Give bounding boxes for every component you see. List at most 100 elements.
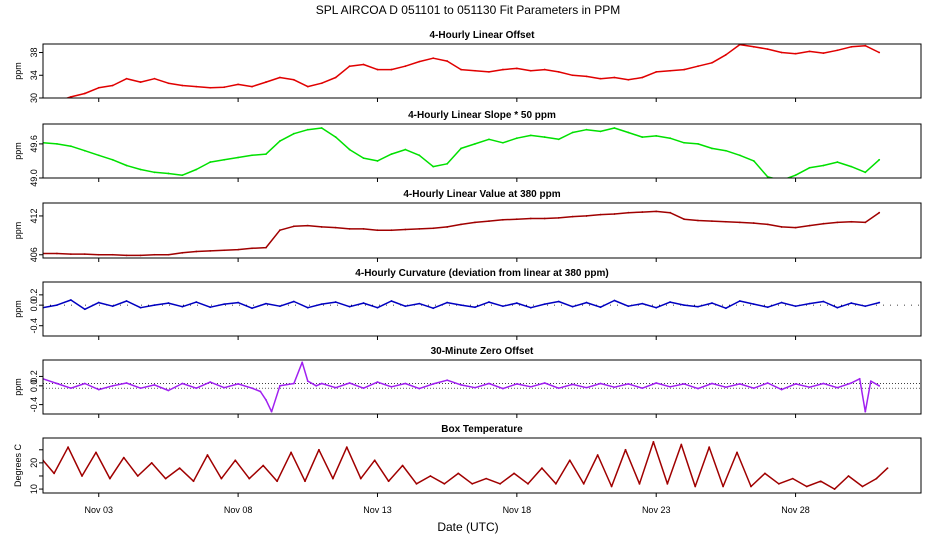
data-point	[279, 305, 281, 308]
chart-panel-3: 4-Hourly Linear Value at 380 ppm 406 412 pp…	[13, 189, 922, 262]
data-point	[167, 302, 170, 304]
data-point	[878, 158, 881, 161]
data-point	[418, 227, 421, 230]
data-point	[259, 390, 262, 393]
plot-frame	[42, 281, 922, 337]
x-tick-label: Nov 28	[781, 505, 810, 515]
data-point	[56, 382, 58, 385]
data-point	[869, 380, 872, 383]
data-point	[711, 147, 713, 150]
data-point	[220, 477, 223, 480]
data-point	[543, 136, 546, 138]
data-point	[153, 253, 156, 256]
data-point	[822, 300, 825, 303]
data-point	[111, 305, 114, 308]
data-point	[276, 480, 279, 483]
data-point	[418, 302, 421, 305]
data-point	[251, 85, 253, 88]
data-point	[153, 77, 156, 80]
y-tick-label: 406	[29, 247, 39, 262]
series-line-1	[65, 44, 880, 98]
data-point	[836, 49, 839, 52]
data-point	[122, 456, 125, 459]
data-point	[878, 384, 881, 387]
data-point	[527, 482, 529, 485]
y-tick-label: -0.4	[29, 318, 39, 334]
data-point	[655, 135, 658, 137]
data-point	[111, 384, 114, 387]
data-point	[474, 386, 476, 389]
data-point	[488, 382, 490, 385]
data-point	[376, 160, 379, 162]
data-point	[766, 175, 769, 178]
data-point	[808, 302, 811, 305]
data-point	[711, 302, 713, 304]
data-point	[808, 386, 811, 389]
data-point	[724, 53, 727, 56]
data-point	[794, 174, 797, 177]
data-point	[669, 211, 672, 214]
data-point	[315, 384, 318, 387]
data-point	[515, 218, 518, 221]
data-point	[794, 383, 797, 385]
data-point	[251, 307, 253, 310]
data-point	[348, 65, 351, 68]
panel-title: 4-Hourly Linear Offset	[429, 30, 535, 41]
data-point	[262, 464, 265, 467]
data-point	[529, 134, 532, 137]
plot-frame	[42, 437, 922, 494]
data-point	[265, 246, 267, 249]
data-point	[97, 388, 100, 391]
data-point	[69, 253, 72, 256]
data-point	[708, 446, 711, 449]
data-point	[557, 216, 560, 219]
data-point	[641, 76, 644, 79]
data-point	[223, 303, 226, 306]
data-point	[320, 226, 323, 228]
data-point	[376, 229, 379, 232]
data-point	[209, 381, 212, 383]
data-point	[195, 387, 198, 390]
data-point	[362, 63, 365, 66]
data-point	[669, 69, 672, 72]
data-point	[711, 61, 713, 64]
data-point	[738, 300, 741, 302]
y-tick-label: -0.4	[29, 397, 39, 413]
data-point	[502, 305, 504, 308]
data-point	[390, 68, 393, 71]
y-tick-label: 49.6	[29, 135, 39, 153]
data-point	[292, 78, 295, 81]
data-point	[515, 67, 518, 70]
data-point	[878, 51, 881, 54]
y-tick-label: 49.0	[29, 169, 39, 187]
data-point	[571, 305, 574, 308]
data-point	[237, 383, 240, 385]
data-point	[390, 385, 393, 388]
data-point	[167, 253, 170, 256]
data-point	[376, 68, 379, 71]
data-point	[125, 164, 128, 167]
data-point	[348, 305, 351, 308]
data-point	[515, 383, 518, 385]
x-tick-label: Nov 18	[503, 505, 532, 515]
data-point	[878, 301, 881, 304]
panel-title: 4-Hourly Linear Slope * 50 ppm	[408, 110, 556, 121]
data-point	[502, 68, 504, 71]
y-tick-label: 0.0	[29, 299, 39, 312]
data-point	[641, 211, 644, 213]
data-point	[387, 480, 390, 483]
data-point	[195, 250, 198, 253]
data-point	[697, 65, 699, 68]
data-point	[669, 385, 672, 388]
data-point	[279, 229, 281, 232]
data-point	[376, 306, 379, 309]
y-tick-label: 30	[29, 93, 39, 103]
data-point	[334, 226, 337, 229]
data-point	[69, 387, 72, 390]
data-point	[780, 51, 783, 54]
data-point	[69, 95, 72, 98]
data-point	[404, 148, 407, 151]
data-point	[404, 305, 407, 308]
data-point	[613, 213, 616, 215]
data-point	[237, 248, 240, 251]
